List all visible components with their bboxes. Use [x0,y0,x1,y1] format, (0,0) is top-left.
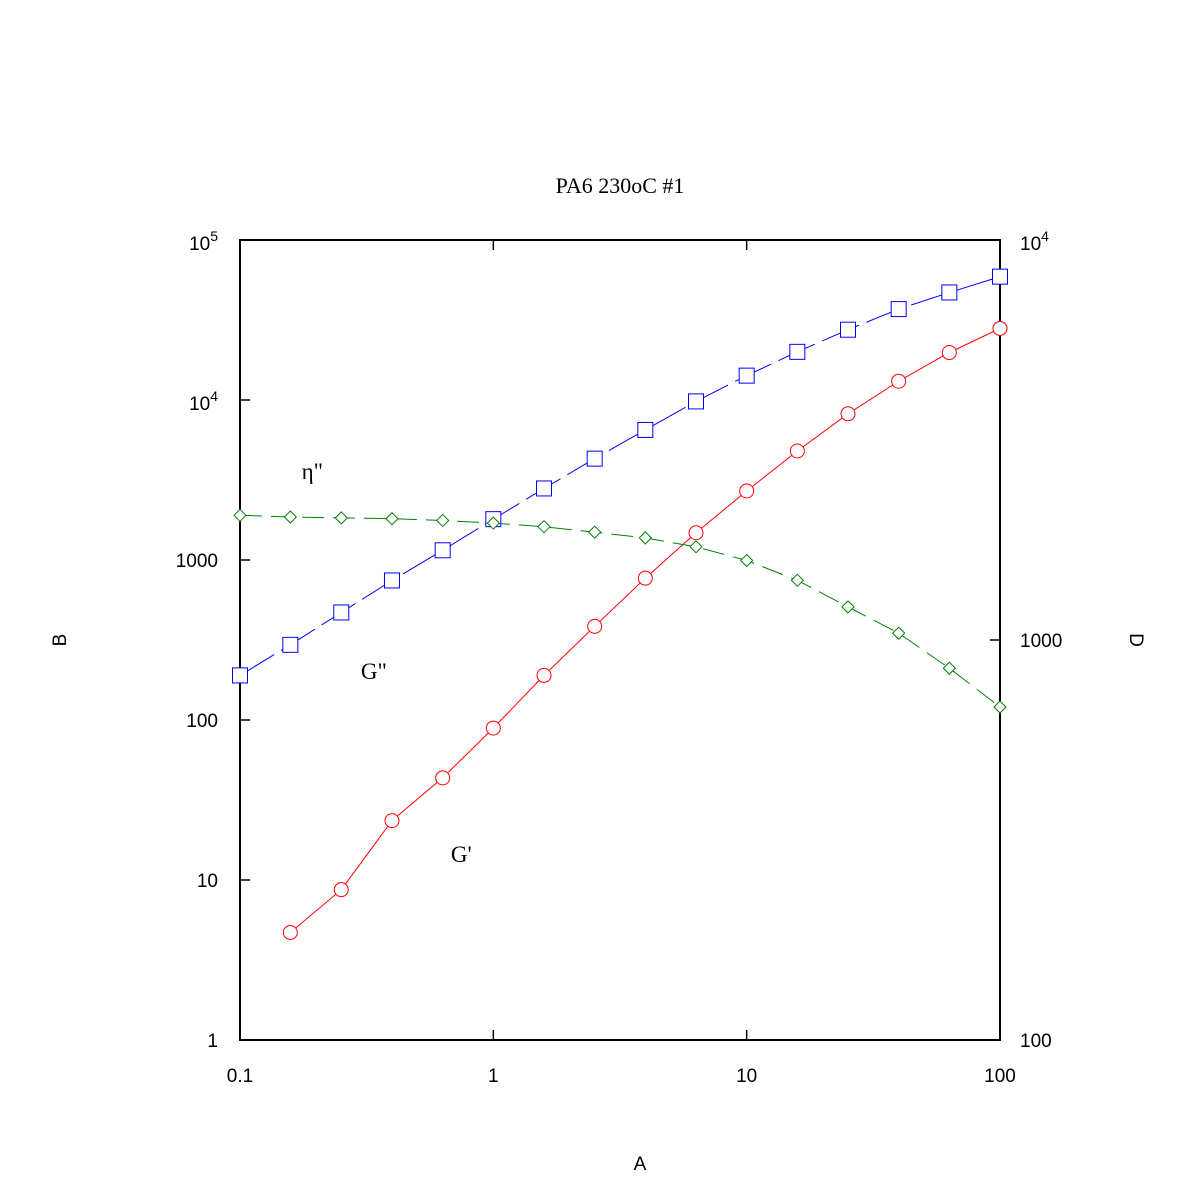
x-axis-label: A [634,1154,647,1175]
data-point-g-double-prime [992,268,1008,285]
data-point-g-prime [384,813,400,829]
data-point-eta-double-prime [739,553,754,568]
chart-title: PA6 230oC #1 [556,173,685,198]
data-point-g-prime [840,406,856,422]
data-point-eta-double-prime [334,511,348,525]
data-point-eta-double-prime [891,626,906,640]
data-point-eta-double-prime [841,600,855,614]
data-point-eta-double-prime [942,661,957,675]
y2-tick-label: 100 [1020,1031,1052,1052]
data-point-g-double-prime [789,343,806,360]
data-point-g-double-prime [434,542,451,559]
data-point-g-prime [891,373,907,389]
data-point-eta-double-prime [537,519,551,534]
y-tick-label: 105 [189,228,218,255]
data-point-g-prime [688,525,704,541]
x-tick-label: 100 [984,1066,1016,1087]
data-point-g-double-prime [890,301,907,318]
data-point-eta-double-prime [486,516,501,530]
data-point-g-prime [333,882,349,898]
series-layer [232,268,1008,940]
annotation-label: G" [361,659,387,684]
y-axis-label: B [50,634,71,647]
data-point-g-double-prime [941,284,958,301]
data-point-g-prime [637,570,653,586]
data-point-eta-double-prime [385,512,399,526]
annotation-label: G' [451,842,472,867]
data-point-g-double-prime [232,667,248,684]
data-point-g-double-prime [840,321,857,338]
data-point-g-prime [282,924,298,940]
data-point-g-prime [941,345,957,361]
data-point-g-prime [485,720,501,736]
data-point-g-double-prime [586,450,603,467]
annotation-layer: η" G" G' [302,459,472,867]
series-line-eta-double-prime [239,514,1001,708]
data-point-g-prime [739,483,755,499]
y-tick-label: 1 [207,1031,218,1052]
data-point-eta-double-prime [233,508,247,523]
data-point-g-double-prime [738,367,755,384]
x-tick-label: 0.1 [227,1066,253,1087]
data-point-eta-double-prime [638,531,653,545]
plot-frame [239,239,1001,1041]
data-point-g-prime [992,320,1008,336]
y2-tick-label: 104 [1020,228,1049,255]
y-tick-label: 10 [197,871,218,892]
data-point-g-double-prime [282,636,299,653]
data-point-g-prime [587,618,603,634]
tick-layer: 0.1 1 10 100 1 10 100 1000 104 105 100 1000 104 [176,228,1063,1087]
data-point-g-double-prime [536,480,553,497]
data-point-eta-double-prime [435,513,450,528]
data-point-g-double-prime [637,421,654,438]
data-point-g-double-prime [333,604,350,621]
y-tick-label: 104 [189,388,218,415]
data-point-g-double-prime [688,393,705,410]
data-point-eta-double-prime [993,700,1007,714]
y-tick-label: 1000 [176,551,218,572]
series-line-g-double-prime [239,276,1001,676]
y2-axis-label: D [1125,633,1146,647]
data-point-eta-double-prime [790,573,805,588]
data-point-eta-double-prime [689,540,703,554]
y-tick-label: 100 [186,711,218,732]
x-tick-label: 1 [488,1066,499,1087]
data-point-g-prime [789,443,805,459]
x-tick-label: 10 [736,1066,757,1087]
data-point-g-prime [536,667,552,683]
y2-tick-label: 1000 [1020,631,1062,652]
data-point-eta-double-prime [283,510,298,524]
data-point-eta-double-prime [587,525,602,539]
series-line-g-prime [289,328,1001,933]
data-point-g-prime [435,770,451,786]
annotation-label: η" [302,459,323,484]
data-point-g-double-prime [383,572,400,589]
